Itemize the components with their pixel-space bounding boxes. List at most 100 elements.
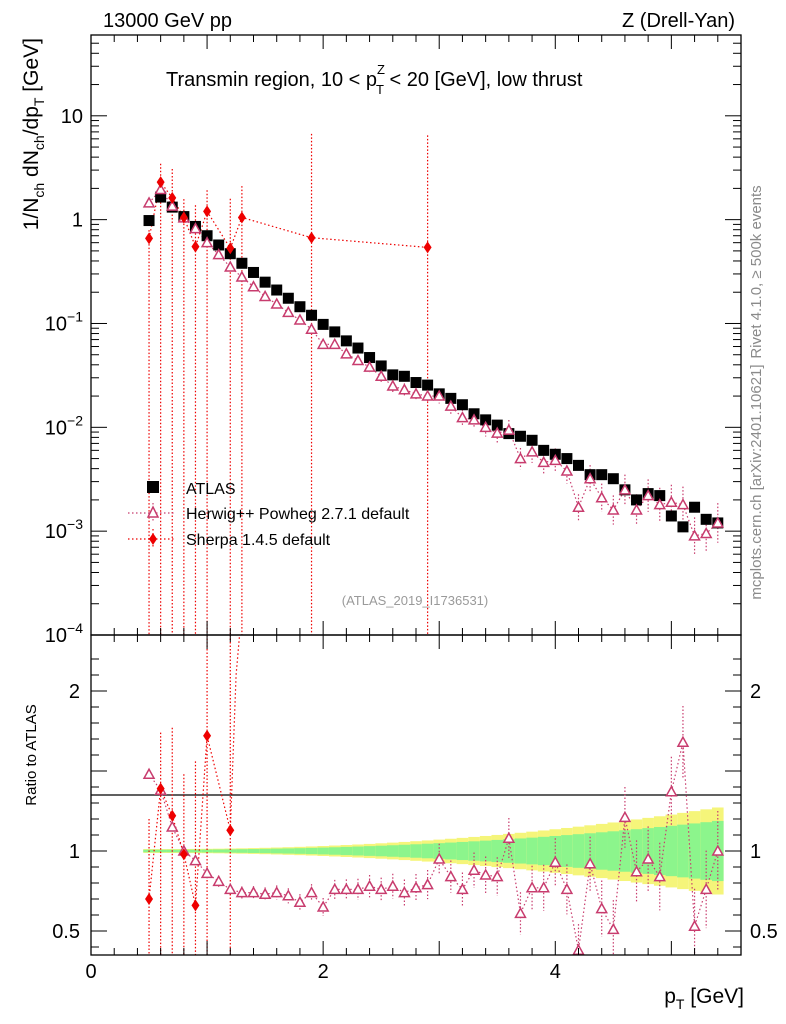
herwig-ratio-point — [549, 855, 562, 867]
sherpa-ratio-point — [226, 824, 235, 837]
herwig-ratio-point — [595, 902, 608, 914]
herwig-point — [699, 526, 713, 539]
atlas-point — [306, 309, 318, 321]
atlas-point — [491, 419, 503, 431]
herwig-ratio-point — [165, 820, 179, 832]
herwig-point — [490, 426, 504, 438]
herwig-ratio-point — [189, 854, 202, 866]
herwig-point — [398, 383, 411, 395]
band-inner-bin — [328, 847, 341, 855]
band-inner-bin — [677, 824, 689, 878]
herwig-ratio-point — [282, 889, 295, 901]
herwig-ratio-point — [421, 878, 434, 890]
rivet-version-label: Rivet 4.1.0, ≥ 500k events — [748, 185, 765, 358]
atlas-point — [143, 215, 155, 227]
herwig-point — [270, 297, 283, 309]
sherpa-point — [179, 211, 188, 224]
atlas-point — [340, 335, 352, 347]
band-inner-bin — [468, 841, 480, 861]
band-inner-bin — [410, 844, 422, 858]
herwig-point — [235, 270, 249, 282]
herwig-ratio-point — [665, 785, 678, 797]
sherpa-point — [423, 241, 432, 254]
herwig-ratio-point — [340, 882, 353, 895]
herwig-point — [142, 196, 156, 208]
herwig-ratio-point — [432, 852, 446, 864]
herwig-ratio-point — [305, 886, 318, 898]
atlas-point — [248, 266, 259, 278]
band-inner-bin — [549, 835, 562, 867]
herwig-point — [583, 472, 597, 484]
herwig-ratio-point — [618, 810, 632, 823]
herwig-point — [502, 423, 516, 435]
y-tick-label: 10 — [61, 106, 83, 128]
atlas-point — [665, 510, 677, 522]
band-inner-bin — [445, 842, 457, 860]
atlas-point — [514, 430, 526, 442]
herwig-ratio-point — [699, 882, 713, 895]
band-inner-bin — [282, 848, 295, 854]
band-inner-bin — [224, 849, 237, 853]
y-tick-label: 10−1 — [45, 308, 83, 335]
band-inner-bin — [421, 843, 434, 859]
sherpa-point — [203, 205, 212, 218]
legend-atlas-label: ATLAS — [186, 481, 236, 498]
y-tick-label: 10−4 — [45, 620, 83, 647]
herwig-point — [676, 498, 690, 510]
herwig-ratio-point — [456, 882, 469, 895]
data-markers — [142, 176, 725, 955]
herwig-ratio-point — [525, 881, 539, 893]
atlas-point — [317, 318, 329, 330]
herwig-point — [374, 369, 388, 382]
band-inner-bin — [491, 839, 504, 863]
atlas-point — [654, 490, 666, 502]
band-inner-bin — [340, 846, 353, 856]
ratio-y-tick-label-left: 2 — [69, 681, 80, 703]
herwig-point — [456, 411, 469, 423]
sherpa-point — [156, 176, 165, 189]
legend-atlas-marker — [147, 481, 159, 493]
herwig-point — [630, 503, 643, 515]
atlas-point — [456, 399, 468, 411]
band-inner-bin — [688, 823, 701, 879]
band-inner-bin — [561, 835, 573, 867]
atlas-point — [480, 414, 492, 426]
atlas-point — [410, 377, 422, 389]
legend-sherpa-marker — [149, 533, 157, 545]
herwig-ratio-point — [583, 857, 597, 869]
sherpa-point — [226, 242, 235, 255]
ratio-y-tick-label-left: 1 — [69, 841, 80, 863]
axis-ticks: 0 2 4 10−4 10−3 10−2 10−1 1 10 0.5 0.5 1 1 2 2 — [45, 34, 778, 983]
band-inner-bin — [201, 849, 213, 853]
band-inner-bin — [305, 847, 318, 855]
herwig-ratio-point — [398, 886, 411, 898]
x-axis-title: pT [GeV] — [664, 985, 744, 1012]
atlas-point — [294, 301, 306, 313]
herwig-ratio-point — [502, 831, 516, 843]
herwig-point — [514, 452, 527, 464]
herwig-ratio-point — [316, 900, 330, 912]
legend: ATLAS Herwig++ Powheg 2.7.1 default Sher… — [128, 481, 410, 549]
herwig-ratio-point — [363, 879, 376, 891]
herwig-ratio-point — [328, 882, 342, 895]
atlas-point — [259, 276, 271, 288]
legend-sherpa-label: Sherpa 1.4.5 default — [186, 532, 331, 549]
band-inner-bin — [398, 844, 411, 858]
band-inner-bin — [526, 837, 538, 865]
band-inner-bin — [479, 840, 492, 862]
band-inner-bin — [537, 836, 550, 866]
herwig-ratio-point — [676, 735, 690, 747]
herwig-ratio-point — [224, 882, 237, 895]
atlas-point — [375, 360, 387, 372]
herwig-point — [444, 399, 458, 411]
atlas-point — [631, 494, 643, 506]
legend-herwig-label: Herwig++ Powheg 2.7.1 default — [186, 506, 410, 523]
herwig-point — [595, 491, 608, 503]
band-inner-bin — [456, 841, 469, 861]
herwig-point — [711, 516, 725, 528]
atlas-point — [538, 444, 550, 456]
atlas-point — [607, 473, 619, 485]
y-tick-label: 10−2 — [45, 412, 83, 439]
herwig-ratio-point — [467, 863, 481, 875]
herwig-ratio-point — [374, 882, 388, 895]
